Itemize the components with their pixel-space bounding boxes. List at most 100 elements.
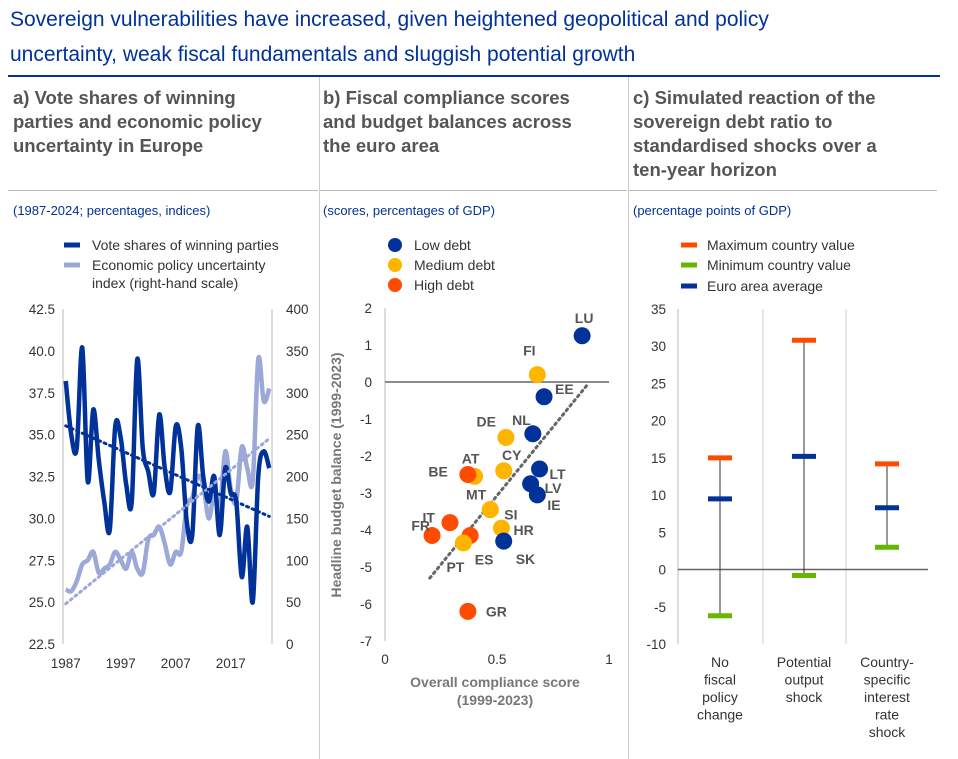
panel-b-y-tick-label: 2 <box>364 301 372 316</box>
panel-b-y-tick-label: -3 <box>360 486 372 501</box>
panel-c-units: (percentage points of GDP) <box>633 203 792 218</box>
panel-c-y-tick-label: 0 <box>658 563 666 578</box>
panel-a-title: a) Vote shares of winning parties and ec… <box>13 86 313 158</box>
title-rule <box>8 75 940 77</box>
panel-a-legend-label: Vote shares of winning parties <box>92 237 279 253</box>
panel-a-left-tick-label: 27.5 <box>29 553 55 568</box>
panel-b-point-label: LV <box>545 480 563 496</box>
panel-a-right-tick-label: 50 <box>286 595 301 610</box>
panel-c-title-line: ten-year horizon <box>633 159 777 180</box>
panel-c-legend-label: Minimum country value <box>707 257 851 273</box>
panel-c-category-label: shock <box>786 689 824 705</box>
panel-a-right-tick-label: 150 <box>286 511 309 526</box>
panel-c-y-tick-label: 15 <box>651 451 666 466</box>
panel-a-left-tick-label: 35.0 <box>29 428 55 443</box>
panel-b-point-label: SK <box>516 551 535 567</box>
panel-divider-1 <box>319 77 320 759</box>
panel-b-legend-label: High debt <box>414 277 474 293</box>
panel-b-point-label: NL <box>512 412 531 428</box>
panel-a-x-tick-label: 1987 <box>51 656 81 671</box>
panel-a-left-tick-label: 32.5 <box>29 470 55 485</box>
panel-b-legend-label: Low debt <box>414 237 471 253</box>
panel-c-category-label: change <box>697 707 743 723</box>
panel-a-right-tick-label: 300 <box>286 386 309 401</box>
panel-a-right-tick-label: 0 <box>286 637 294 652</box>
panel-a-left-tick-label: 22.5 <box>29 637 55 652</box>
panel-b-point-label: GR <box>486 603 507 619</box>
panel-c-category-label: interest <box>864 689 910 705</box>
panel-b-point-label: CY <box>502 447 522 463</box>
panel-b-point-label: DE <box>477 414 496 430</box>
panel-a-title-line: parties and economic policy <box>13 111 262 132</box>
panel-b-point-label: FR <box>411 518 430 534</box>
panel-b-x-tick-label: 1 <box>605 652 613 667</box>
panel-c-category-label: rate <box>875 707 899 723</box>
panel-b-point-pt <box>454 534 472 552</box>
panel-c-title-line: c) Simulated reaction of the <box>633 87 876 108</box>
panel-c-title-line: sovereign debt ratio to <box>633 111 833 132</box>
panel-c-title: c) Simulated reaction of the sovereign d… <box>633 86 933 182</box>
panel-b-point-be <box>459 466 477 483</box>
panel-a-right-tick-label: 100 <box>286 553 309 568</box>
panel-b-point-label: IE <box>547 497 560 513</box>
panel-b-y-axis-title: Headline budget balance (1999-2023) <box>328 352 344 597</box>
panel-b-point-label: ES <box>475 552 494 568</box>
panel-b-y-tick-label: -7 <box>360 634 372 649</box>
panel-c-y-tick-label: 30 <box>651 339 666 354</box>
panel-c-category-label: shock <box>869 724 907 740</box>
main-title-line-2: uncertainty, weak fiscal fundamentals an… <box>10 43 636 66</box>
panel-a-legend-label: index (right-hand scale) <box>92 275 238 291</box>
panel-b-point-label: PT <box>446 559 464 575</box>
panel-c-legend-label: Euro area average <box>707 278 823 294</box>
panel-b-point-ee <box>535 388 553 406</box>
panel-b-point-fr <box>423 527 441 545</box>
panel-b-point-de <box>497 429 515 446</box>
panel-b-point-hr <box>492 519 510 537</box>
panel-a-right-tick-label: 350 <box>286 344 309 359</box>
panel-divider-2 <box>628 77 629 759</box>
panel-a-legend-label: Economic policy uncertainty <box>92 257 266 273</box>
panel-a-right-tick-label: 400 <box>286 302 309 317</box>
panel-b-point-lu <box>573 327 591 345</box>
panel-c-y-tick-label: 35 <box>651 302 666 317</box>
panel-b-legend-marker <box>388 238 402 252</box>
panel-c-y-tick-label: 5 <box>658 525 666 540</box>
panel-b-y-tick-label: -1 <box>360 412 372 427</box>
panel-b-x-tick-label: 0.5 <box>488 652 507 667</box>
panel-c-category-label: fiscal <box>704 672 736 688</box>
panel-b-point-it <box>441 514 459 532</box>
panel-c-title-line: standardised shocks over a <box>633 135 877 156</box>
panel-a-right-tick-label: 250 <box>286 428 309 443</box>
panel-a-left-tick-label: 40.0 <box>29 344 55 359</box>
panel-a-title-line: a) Vote shares of winning <box>13 87 236 108</box>
panel-b-x-tick-label: 0 <box>381 652 389 667</box>
panel-b-point-label: LU <box>575 310 594 326</box>
panel-b-point-label: HR <box>513 522 533 538</box>
panel-a-trend-vote-share <box>64 424 271 518</box>
panel-a-left-tick-label: 37.5 <box>29 386 55 401</box>
panel-a-units: (1987-2024; percentages, indices) <box>13 203 211 218</box>
panel-b-x-axis-title: Overall compliance score <box>410 674 580 690</box>
panel-b-y-tick-label: -6 <box>360 597 372 612</box>
panel-a-rule <box>8 190 318 191</box>
panel-b-point-label: MT <box>466 487 487 503</box>
panel-a-left-tick-label: 25.0 <box>29 595 55 610</box>
panel-a-x-tick-label: 2007 <box>161 656 191 671</box>
panel-b-point-label: BE <box>428 464 447 480</box>
panel-a-trend-uncertainty <box>64 437 271 606</box>
panel-c-category-label: output <box>785 672 824 688</box>
panel-b-point-lt <box>531 460 549 478</box>
panel-b-point-label: LT <box>550 466 567 482</box>
panel-b-point-cy <box>495 462 513 480</box>
panel-c-category-label: specific <box>864 672 911 688</box>
main-title-line-1: Sovereign vulnerabilities have increased… <box>10 8 769 31</box>
panel-a-x-tick-label: 1997 <box>106 656 136 671</box>
panel-b-point-nl <box>524 425 542 443</box>
panel-b-point-ie <box>528 486 546 504</box>
panel-b-y-tick-label: -2 <box>360 449 372 464</box>
panel-c-category-label: policy <box>702 689 738 705</box>
panel-c-rule <box>629 190 937 191</box>
panel-b-point-sk <box>495 532 513 550</box>
panel-b-point-label: AT <box>462 450 480 466</box>
panel-b-point-gr <box>459 602 477 620</box>
